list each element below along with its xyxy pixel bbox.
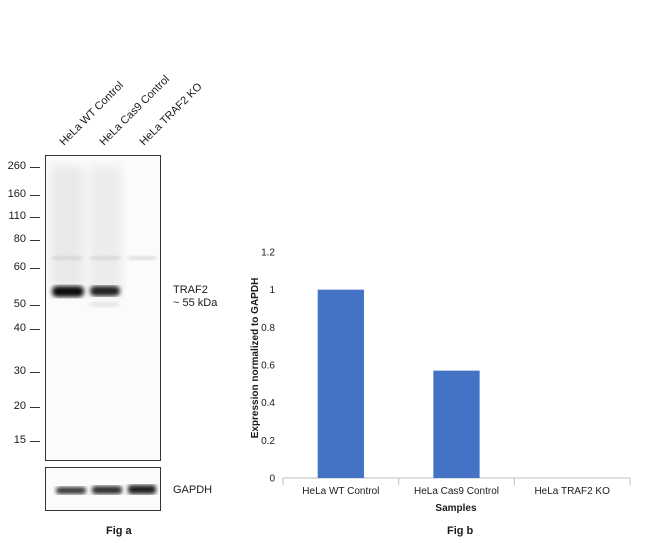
y-axis-label: Expression normalized to GAPDH <box>250 278 261 439</box>
target-label: TRAF2 ~ 55 kDa <box>173 284 217 310</box>
mw-tick <box>30 305 40 306</box>
gapdh-band-ko <box>128 485 156 494</box>
y-tick-label: 1 <box>269 285 275 296</box>
mw-marker-110: 110 <box>8 210 26 222</box>
figure-a-caption: Fig a <box>106 525 132 537</box>
lane-label-cas9: HeLa Cas9 Control <box>97 73 173 148</box>
y-tick-label: 0.4 <box>261 398 275 409</box>
blot-image-traf2 <box>50 166 156 307</box>
y-tick-label: 0.2 <box>261 436 275 447</box>
gapdh-band-cas9 <box>92 486 122 494</box>
mw-tick <box>30 167 40 168</box>
mw-marker-160: 160 <box>7 188 26 200</box>
blot-image-gapdh <box>56 485 156 494</box>
y-tick-label: 0.6 <box>261 361 275 372</box>
mw-tick <box>30 372 40 373</box>
gapdh-band-wt <box>56 487 86 494</box>
blot-panel-gapdh <box>45 467 161 511</box>
mw-tick <box>30 441 40 442</box>
blot-panel-traf2 <box>45 155 161 461</box>
mw-marker-50: 50 <box>13 298 26 310</box>
background-smear <box>50 166 84 286</box>
mw-marker-20: 20 <box>13 400 26 412</box>
mw-tick <box>30 407 40 408</box>
nonspecific-band <box>52 256 82 260</box>
nonspecific-band <box>90 256 120 260</box>
degradation-smear <box>90 302 118 307</box>
loading-control-label: GAPDH <box>173 484 213 496</box>
traf2-band-wt <box>52 286 84 297</box>
x-tick-label: HeLa WT Control <box>302 486 379 497</box>
mw-tick <box>30 329 40 330</box>
mw-tick <box>30 217 40 218</box>
bar <box>433 370 480 478</box>
bar <box>317 289 364 478</box>
bar-chart: 0 0.2 0.4 0.6 0.8 1 1.2 HeLa WT Control HeLa Ca… <box>250 248 631 514</box>
mw-tick <box>30 195 40 196</box>
x-axis-separators <box>282 478 631 485</box>
mw-tick <box>30 240 40 241</box>
target-label-size: ~ 55 kDa <box>173 297 218 309</box>
y-axis-ticks: 0 0.2 0.4 0.6 0.8 1 1.2 <box>261 248 275 485</box>
x-axis-tick-labels: HeLa WT Control HeLa Cas9 Control HeLa TRA… <box>302 486 610 497</box>
mw-marker-60: 60 <box>13 261 26 273</box>
mw-marker-260: 260 <box>7 160 26 172</box>
x-axis-label: Samples <box>435 503 477 514</box>
figure-b-caption: Fig b <box>447 525 474 537</box>
mw-marker-30: 30 <box>13 365 26 377</box>
target-label-name: TRAF2 <box>173 284 208 296</box>
mw-marker-15: 15 <box>13 434 26 446</box>
y-tick-label: 1.2 <box>261 248 275 259</box>
mw-tick <box>30 268 40 269</box>
nonspecific-band <box>128 256 156 260</box>
mw-marker-80: 80 <box>13 233 26 245</box>
mw-marker-40: 40 <box>13 322 26 334</box>
y-tick-label: 0.8 <box>261 323 275 334</box>
x-tick-label: HeLa TRAF2 KO <box>534 486 610 497</box>
background-smear <box>88 166 122 296</box>
traf2-band-cas9 <box>90 286 120 296</box>
x-tick-label: HeLa Cas9 Control <box>414 486 499 497</box>
bars <box>317 289 480 478</box>
y-tick-label: 0 <box>269 474 275 485</box>
